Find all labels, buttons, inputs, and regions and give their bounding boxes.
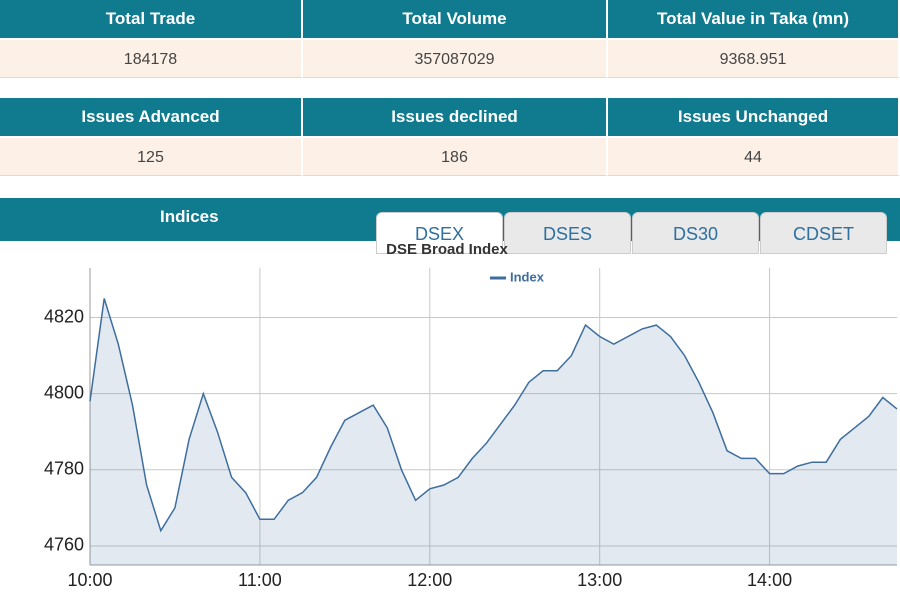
value-cell: 9368.951 [608, 38, 900, 78]
value-cell: 186 [303, 136, 608, 176]
area [90, 298, 897, 565]
y-tick-label: 4820 [44, 306, 84, 326]
chart-title: DSE Broad Index [386, 241, 508, 258]
value-cell: 125 [0, 136, 303, 176]
line [89, 298, 898, 533]
x-tick-label: 13:00 [577, 570, 622, 590]
y-tick-label: 4760 [44, 535, 84, 555]
value-cell: 357087029 [303, 38, 608, 78]
x-tick-label: 11:00 [238, 570, 282, 590]
value-cell: 184178 [0, 38, 303, 78]
index-tab[interactable]: DS30 [632, 212, 759, 254]
indices-title: Indices [160, 207, 219, 226]
x-tick-label: 14:00 [747, 570, 792, 590]
x-tick-label: 10:00 [67, 570, 112, 590]
y-tick-label: 4780 [44, 459, 84, 479]
issues-table: Issues Advanced Issues declined Issues Unc… [0, 98, 900, 176]
chart: DSE Broad Index 4760 4780 4800 4820 10:00 11:0… [44, 241, 898, 590]
index-tab[interactable]: CDSET [760, 212, 887, 254]
index-tab[interactable]: DSES [504, 212, 631, 254]
y-tick-label: 4800 [44, 382, 84, 402]
header-cell: Total Trade [0, 0, 303, 38]
legend-label: Index [510, 269, 545, 284]
x-tick-label: 12:00 [407, 570, 452, 590]
header-cell: Issues declined [303, 98, 608, 136]
index-tab[interactable]: DSEX [376, 212, 503, 254]
value-cell: 44 [608, 136, 900, 176]
header-cell: Total Volume [303, 0, 608, 38]
header-cell: Issues Unchanged [608, 98, 900, 136]
header-cell: Issues Advanced [0, 98, 303, 136]
header-cell: Total Value in Taka (mn) [608, 0, 900, 38]
summary-table: Total Trade Total Volume Total Value in Ta… [0, 0, 900, 78]
